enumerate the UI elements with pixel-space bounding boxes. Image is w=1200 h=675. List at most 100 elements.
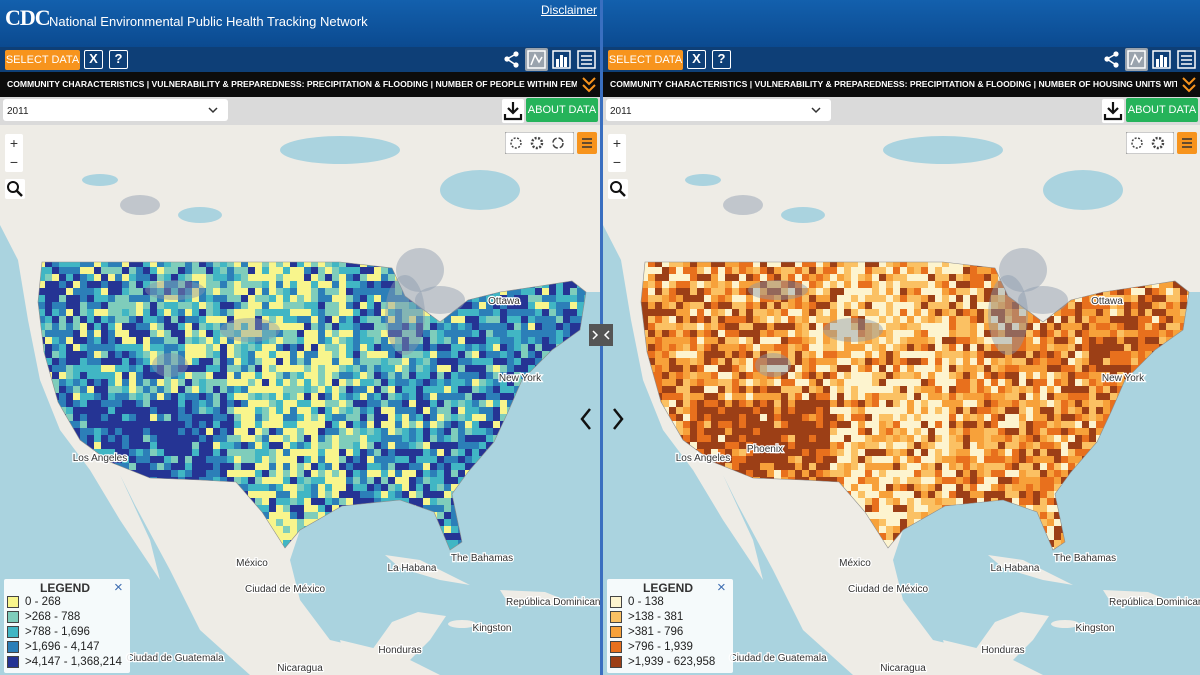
help-button[interactable]: ?	[712, 50, 731, 69]
county	[136, 449, 144, 457]
county	[227, 421, 235, 429]
county	[451, 365, 459, 373]
county	[570, 323, 578, 331]
county	[150, 442, 158, 450]
expand-button[interactable]	[1181, 76, 1197, 93]
table-view-button[interactable]	[575, 48, 598, 71]
county	[563, 295, 571, 303]
county	[276, 351, 284, 359]
county	[94, 344, 102, 352]
county	[101, 435, 109, 443]
county	[683, 400, 691, 408]
county	[290, 281, 298, 289]
county	[865, 484, 873, 492]
zoom-out-button[interactable]: −	[9, 154, 19, 170]
legend-close[interactable]: ×	[114, 579, 123, 596]
select-data-button[interactable]: SELECT DATA	[5, 50, 80, 70]
county	[423, 309, 431, 317]
disclaimer-link[interactable]: Disclaimer	[540, 3, 597, 17]
select-data-button[interactable]: SELECT DATA	[608, 50, 683, 70]
county	[704, 344, 712, 352]
map-view-button[interactable]	[1125, 48, 1148, 71]
county	[816, 344, 824, 352]
county	[872, 267, 880, 275]
county	[381, 386, 389, 394]
county	[367, 414, 375, 422]
county	[262, 302, 270, 310]
chart-view-button[interactable]	[550, 48, 573, 71]
download-button[interactable]	[502, 99, 524, 123]
county	[430, 316, 438, 324]
county	[851, 281, 859, 289]
county	[269, 316, 277, 324]
county	[241, 344, 249, 352]
chart-view-button[interactable]	[1150, 48, 1173, 71]
county	[192, 267, 200, 275]
county	[732, 316, 740, 324]
county	[388, 267, 396, 275]
county	[865, 281, 873, 289]
close-button[interactable]: X	[687, 50, 706, 69]
county	[367, 323, 375, 331]
download-button[interactable]	[1102, 99, 1124, 123]
table-view-button[interactable]	[1175, 48, 1198, 71]
county	[276, 407, 284, 415]
county	[816, 337, 824, 345]
county	[269, 435, 277, 443]
tool-icon[interactable]	[530, 136, 544, 150]
share-button[interactable]	[1100, 48, 1123, 71]
year-select[interactable]: 2011	[606, 99, 831, 121]
county	[325, 316, 333, 324]
county	[809, 435, 817, 443]
tool-icon[interactable]	[552, 137, 564, 149]
expand-button[interactable]	[581, 76, 597, 93]
county	[472, 302, 480, 310]
county	[339, 456, 347, 464]
county	[718, 421, 726, 429]
county	[865, 428, 873, 436]
county	[318, 267, 326, 275]
county	[255, 323, 263, 331]
county	[690, 379, 698, 387]
county	[129, 407, 137, 415]
county	[746, 281, 754, 289]
map-view-button[interactable]	[525, 48, 548, 71]
county	[795, 344, 803, 352]
share-button[interactable]	[500, 48, 523, 71]
county	[73, 400, 81, 408]
county	[669, 351, 677, 359]
county	[164, 330, 172, 338]
county	[788, 330, 796, 338]
county	[886, 505, 894, 513]
county	[458, 372, 466, 380]
about-data-button[interactable]: ABOUT DATA	[526, 98, 598, 122]
county	[304, 309, 312, 317]
county	[360, 386, 368, 394]
county	[823, 477, 831, 485]
county	[669, 344, 677, 352]
county	[858, 281, 866, 289]
county	[94, 407, 102, 415]
help-button[interactable]: ?	[109, 50, 128, 69]
county	[115, 365, 123, 373]
zoom-extent-button[interactable]	[5, 179, 25, 199]
tool-icon[interactable]	[510, 137, 522, 149]
county	[858, 372, 866, 380]
county	[437, 470, 445, 478]
about-data-button[interactable]: ABOUT DATA	[1126, 98, 1198, 122]
county	[648, 309, 656, 317]
menu-button[interactable]	[577, 132, 597, 154]
county	[662, 393, 670, 401]
county	[360, 323, 368, 331]
county	[844, 442, 852, 450]
county	[879, 505, 887, 513]
county	[451, 372, 459, 380]
close-button[interactable]: X	[84, 50, 103, 69]
county	[676, 295, 684, 303]
county	[311, 316, 319, 324]
year-select[interactable]: 2011	[3, 99, 228, 121]
county	[388, 372, 396, 380]
county	[725, 435, 733, 443]
zoom-in-button[interactable]: +	[9, 135, 19, 151]
